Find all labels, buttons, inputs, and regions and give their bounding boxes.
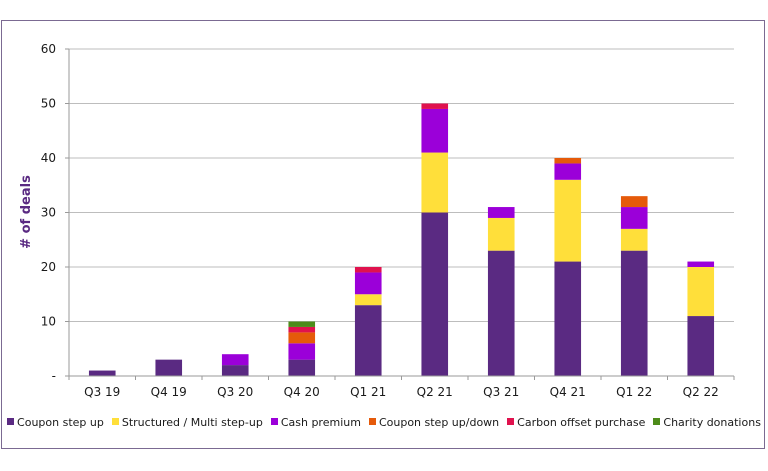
y-tick-label: 50: [41, 97, 56, 111]
bar-stack: [88, 370, 116, 376]
bar-segment-cash-premium: [288, 343, 316, 360]
y-tick-label: 40: [41, 151, 56, 165]
bar-stack: [221, 354, 249, 376]
x-tick-label: Q2 22: [683, 385, 719, 399]
legend-swatch: [368, 418, 376, 425]
y-tick-label: 30: [41, 206, 56, 220]
bar-segment-carbon-offset-purchase: [421, 103, 449, 109]
legend-label: Structured / Multi step-up: [121, 416, 263, 429]
legend-swatch: [653, 418, 661, 425]
x-tick-label: Q3 21: [483, 385, 519, 399]
bar-segment-coupon-step-up-down: [288, 332, 316, 344]
bar-segment-coupon-step-up: [288, 359, 316, 376]
bar-segment-coupon-step-up-down: [620, 196, 648, 208]
legend: Coupon step up Structured / Multi step-up…: [0, 416, 768, 429]
x-tick-label: Q1 21: [350, 385, 386, 399]
bar-segment-cash-premium: [221, 354, 249, 366]
x-tick-label: Q4 20: [284, 385, 320, 399]
bar-segment-structured-multi-step-up: [354, 294, 382, 306]
y-tick-label: -: [52, 369, 56, 383]
bar-segment-charity-donations: [288, 321, 316, 327]
x-tick-label: Q2 21: [417, 385, 453, 399]
bar-stack: [421, 103, 449, 376]
legend-label: Coupon step up/down: [378, 416, 500, 429]
x-tick-label: Q3 19: [84, 385, 120, 399]
legend-item: Coupon step up: [7, 416, 104, 429]
bar-segment-coupon-step-up: [88, 370, 116, 376]
bar-segment-coupon-step-up: [620, 250, 648, 376]
legend-label: Cash premium: [280, 416, 361, 429]
bar-stack: [487, 207, 515, 376]
legend-label: Coupon step up: [17, 416, 104, 429]
legend-label: Charity donations: [663, 416, 761, 429]
bar-segment-cash-premium: [421, 108, 449, 153]
bar-segment-cash-premium: [620, 207, 648, 229]
y-tick-label: 60: [41, 42, 56, 56]
legend-label: Carbon offset purchase: [517, 416, 646, 429]
bar-segment-cash-premium: [687, 261, 715, 267]
bar-segment-coupon-step-up: [687, 316, 715, 376]
bar-segment-structured-multi-step-up: [687, 267, 715, 317]
chart-frame: [1, 20, 765, 449]
bar-segment-coupon-step-up: [354, 305, 382, 376]
y-tick-label: 10: [41, 315, 56, 329]
bar-stack: [288, 321, 316, 376]
bar-segment-coupon-step-up: [487, 250, 515, 376]
legend-swatch: [507, 418, 515, 425]
legend-item: Coupon step up/down: [368, 416, 500, 429]
bar-segment-structured-multi-step-up: [620, 228, 648, 251]
bar-segment-coupon-step-up: [221, 365, 249, 376]
legend-item: Cash premium: [270, 416, 361, 429]
bar-stack: [354, 267, 382, 376]
bar-segment-cash-premium: [554, 163, 582, 180]
legend-swatch: [111, 418, 119, 425]
x-tick-label: Q3 20: [217, 385, 253, 399]
bar-segment-coupon-step-up: [554, 261, 582, 376]
bar-segment-cash-premium: [354, 272, 382, 295]
bar-segment-structured-multi-step-up: [421, 152, 449, 213]
bar-segment-cash-premium: [487, 207, 515, 218]
bar-segment-carbon-offset-purchase: [288, 326, 316, 333]
y-axis-ticks: - 10 20 30 40 50 60: [41, 42, 70, 383]
bar-segment-coupon-step-up: [421, 212, 449, 376]
bar-stack: [620, 196, 648, 376]
legend-item: Structured / Multi step-up: [111, 416, 263, 429]
y-tick-label: 20: [41, 260, 56, 274]
legend-swatch: [7, 418, 15, 425]
bars: [88, 103, 715, 376]
x-tick-label: Q4 21: [550, 385, 586, 399]
bar-segment-coupon-step-up: [155, 359, 183, 376]
bar-segment-structured-multi-step-up: [554, 179, 582, 262]
bar-stack: [155, 359, 183, 376]
legend-swatch: [270, 418, 278, 425]
bar-segment-carbon-offset-purchase: [354, 267, 382, 273]
bar-segment-coupon-step-up-down: [554, 158, 582, 164]
x-tick-label: Q1 22: [616, 385, 652, 399]
x-tick-label: Q4 19: [151, 385, 187, 399]
bar-stack: [554, 158, 582, 376]
x-axis: Q3 19 Q4 19 Q3 20 Q4 20 Q1 21 Q2 21 Q3 21 Q4 21…: [68, 375, 735, 399]
bar-segment-structured-multi-step-up: [487, 217, 515, 251]
legend-item: Charity donations: [653, 416, 761, 429]
legend-item: Carbon offset purchase: [507, 416, 645, 429]
bar-stack: [687, 261, 715, 376]
y-axis-label: # of deals: [19, 175, 34, 249]
